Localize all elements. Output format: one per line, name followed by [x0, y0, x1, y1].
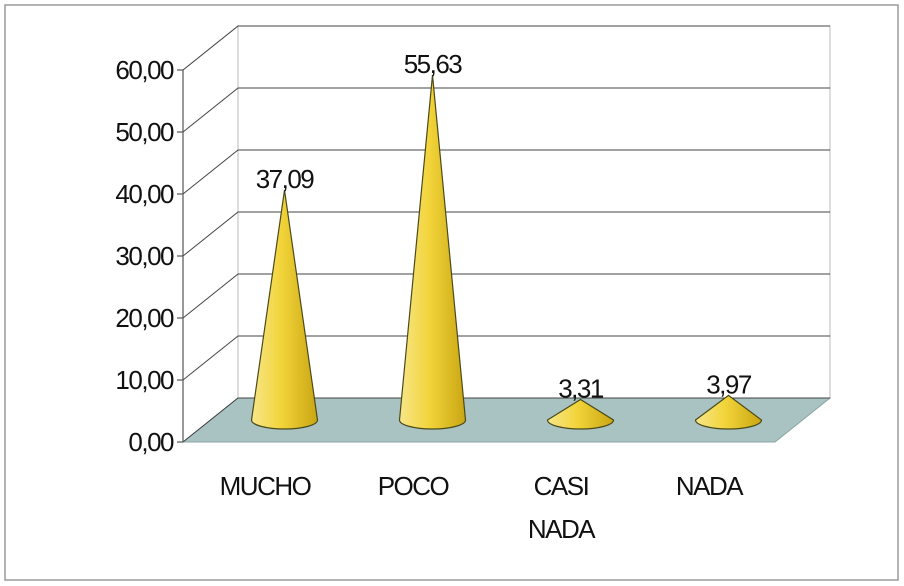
y-tick-label: 0,00 — [128, 427, 174, 457]
x-tick-label: CASI NADA — [528, 471, 596, 544]
cone — [694, 394, 763, 430]
x-tick-label: NADA — [676, 471, 744, 501]
grid-line — [182, 335, 830, 381]
cone — [398, 75, 467, 430]
y-tick-label: 20,00 — [115, 303, 174, 333]
y-tick-label: 60,00 — [115, 55, 174, 85]
value-label: 3,97 — [706, 369, 752, 399]
value-label: 37,09 — [256, 164, 315, 194]
grid-line — [182, 149, 830, 195]
value-label: 3,31 — [558, 373, 604, 403]
grid-line — [182, 211, 830, 257]
cone — [546, 398, 615, 430]
x-tick-label: MUCHO — [220, 471, 311, 501]
cone — [250, 189, 319, 430]
value-label: 55,63 — [404, 49, 463, 79]
y-tick-label: 40,00 — [115, 179, 174, 209]
x-tick-label: POCO — [378, 471, 449, 501]
grid-line — [182, 397, 830, 443]
grid-line — [182, 25, 830, 71]
y-tick-label: 30,00 — [115, 241, 174, 271]
grid-line — [182, 273, 830, 319]
y-tick-label: 10,00 — [115, 365, 174, 395]
y-tick-label: 50,00 — [115, 117, 174, 147]
grid-line — [182, 87, 830, 133]
